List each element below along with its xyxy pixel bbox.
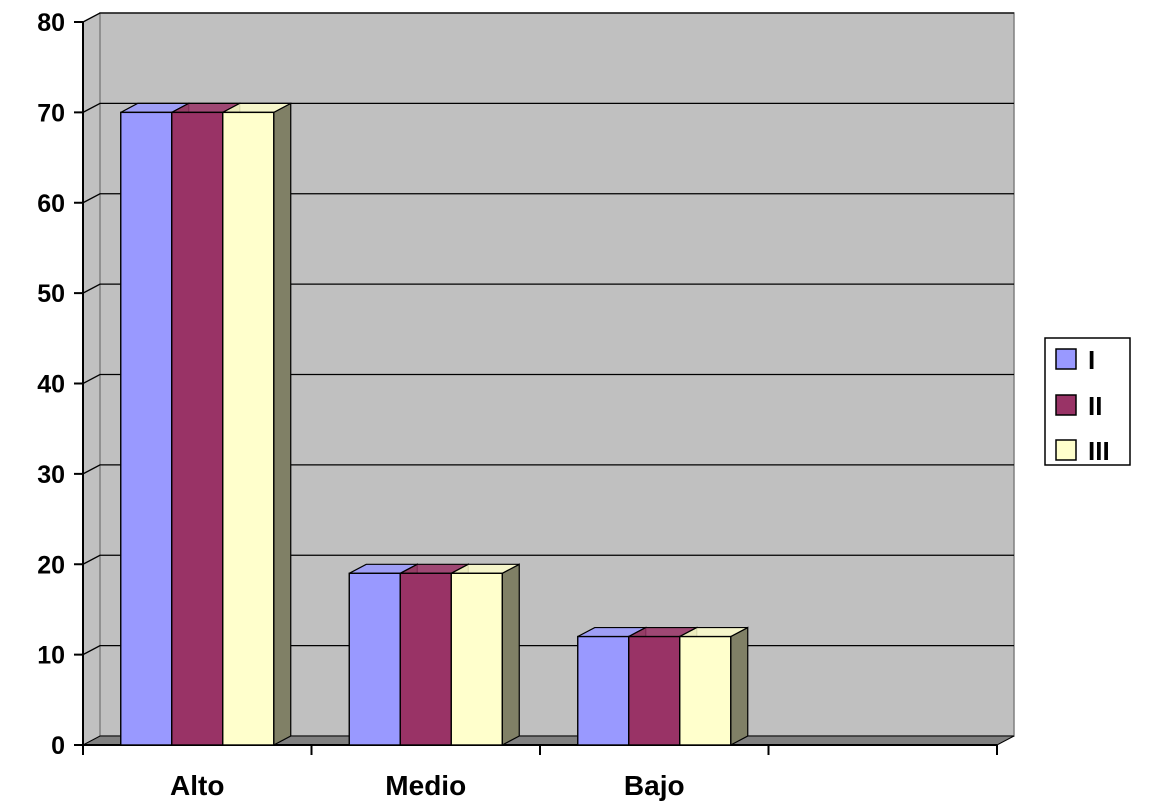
- x-axis-category-labels: Alto Medio Bajo: [170, 770, 685, 801]
- bar-front: [348, 572, 401, 746]
- y-tick-label: 10: [37, 642, 65, 670]
- x-category-label: Alto: [170, 770, 224, 801]
- y-tick-label: 60: [37, 190, 65, 218]
- bar-iii-alto: [222, 102, 292, 746]
- bar-side: [501, 563, 520, 746]
- legend-label-ii: II: [1088, 391, 1102, 421]
- gridlines: [82, 12, 1014, 656]
- bar-iii-medio: [450, 563, 520, 746]
- y-tick-label: 0: [51, 732, 65, 760]
- bar-front: [577, 635, 630, 746]
- bar-front: [679, 635, 732, 746]
- y-tick-label: 20: [37, 551, 65, 579]
- bar-front: [222, 111, 275, 746]
- y-tick-label: 40: [37, 371, 65, 399]
- legend: I II III: [1044, 337, 1131, 466]
- legend-label-iii: III: [1088, 436, 1110, 466]
- gridline: [82, 283, 1014, 294]
- y-axis-tick-labels: 0 10 20 30 40 50 60 70 80: [37, 9, 65, 760]
- y-tick-label: 30: [37, 461, 65, 489]
- bar-iii-bajo: [679, 626, 749, 746]
- bars: [120, 102, 749, 746]
- bar-front: [120, 111, 173, 746]
- bar-front: [399, 572, 452, 746]
- y-tick-label: 50: [37, 280, 65, 308]
- bar-side: [273, 102, 292, 746]
- legend-swatch-i: [1055, 348, 1077, 370]
- gridline: [82, 373, 1014, 385]
- bar-front: [628, 635, 681, 746]
- gridline: [82, 102, 1014, 113]
- y-tick-label: 80: [37, 9, 65, 37]
- bar-front: [171, 111, 224, 746]
- x-category-label: Bajo: [624, 770, 685, 801]
- gridline: [82, 12, 1014, 23]
- bar-side: [730, 626, 749, 746]
- bar-front: [450, 572, 503, 746]
- gridline: [82, 554, 1014, 565]
- legend-label-i: I: [1088, 345, 1095, 375]
- legend-swatch-ii: [1055, 394, 1077, 416]
- gridline: [82, 193, 1014, 204]
- legend-swatch-iii: [1055, 439, 1077, 461]
- y-tick-label: 70: [37, 99, 65, 127]
- gridline: [82, 464, 1014, 475]
- x-category-label: Medio: [385, 770, 466, 801]
